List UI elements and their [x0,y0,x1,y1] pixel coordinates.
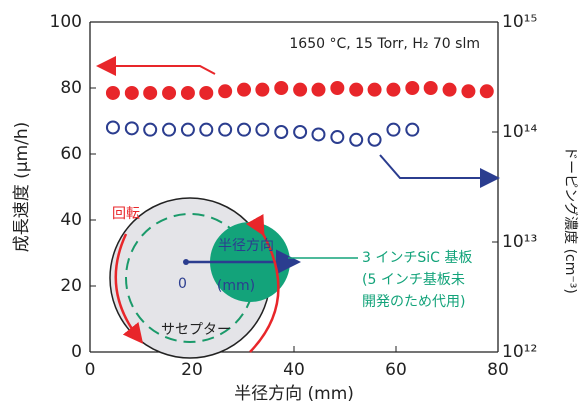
y-tick-label: 40 [60,210,82,230]
y-tick-label: 100 [50,12,82,32]
data-point [387,124,399,136]
x-tick-label: 20 [181,360,203,380]
data-point [238,124,250,136]
data-point [425,82,437,94]
data-point [238,84,250,96]
data-point [294,126,306,138]
origin-dot [183,259,189,265]
data-point [126,87,138,99]
data-point [107,121,119,133]
y2-tick-label: 10¹⁵ [502,12,537,32]
data-point [256,124,268,136]
data-point [406,82,418,94]
data-point [312,128,324,140]
data-point [481,85,493,97]
y2-tick-label: 10¹³ [502,232,537,252]
data-point [312,84,324,96]
data-point [350,134,362,146]
y-tick-label: 0 [71,342,82,362]
series-arrow [380,155,496,178]
data-point [350,84,362,96]
y2-tick-label: 10¹² [502,342,537,362]
wafer-note: 3 インチSiC 基板 [362,249,472,266]
data-point [406,124,418,136]
y-tick-label: 80 [60,78,82,98]
data-point [144,124,156,136]
x-tick-label: 40 [283,360,305,380]
data-point [256,84,268,96]
data-point [219,124,231,136]
rotation-label: 回転 [112,206,140,222]
data-point [219,85,231,97]
data-point [275,82,287,94]
data-point [200,87,212,99]
data-point [163,124,175,136]
unit-label: (mm) [217,278,255,294]
inset-diagram: 回転 半径方向 0 (mm) サセプター 3 インチSiC 基板 (5 インチ基… [110,198,472,358]
data-point [331,82,343,94]
x-tick-label: 60 [385,360,407,380]
wafer-note: 開発のため代用) [362,294,465,310]
y-tick-label: 20 [60,276,82,296]
data-point [107,87,119,99]
x-tick-label: 80 [487,360,509,380]
annotation: 1650 °C, 15 Torr, H₂ 70 slm [289,36,480,52]
series-arrow [100,66,215,74]
data-point [163,87,175,99]
radial-label: 半径方向 [218,238,274,254]
origin-label: 0 [178,276,187,292]
x-tick-label: 0 [85,360,96,380]
wafer-note: (5 インチ基板未 [362,271,465,288]
y-tick-label: 60 [60,144,82,164]
data-point [331,131,343,143]
data-point [369,134,381,146]
data-point [182,87,194,99]
data-point [144,87,156,99]
y2-axis-label: ドーピング濃度 (cm⁻³) [562,146,578,294]
x-axis-label: 半径方向 (mm) [234,384,354,404]
data-point [182,124,194,136]
data-point [369,84,381,96]
data-point [444,84,456,96]
y2-tick-label: 10¹⁴ [502,122,537,142]
data-point [275,126,287,138]
data-point [200,124,212,136]
y-axis-label: 成長速度 (μm/h) [12,122,32,253]
data-point [462,85,474,97]
chart: 1650 °C, 15 Torr, H₂ 70 slm 半径方向 (mm) 成長… [0,0,586,409]
data-point [387,84,399,96]
susceptor-label: サセプター [161,322,231,338]
data-point [294,84,306,96]
data-point [126,122,138,134]
